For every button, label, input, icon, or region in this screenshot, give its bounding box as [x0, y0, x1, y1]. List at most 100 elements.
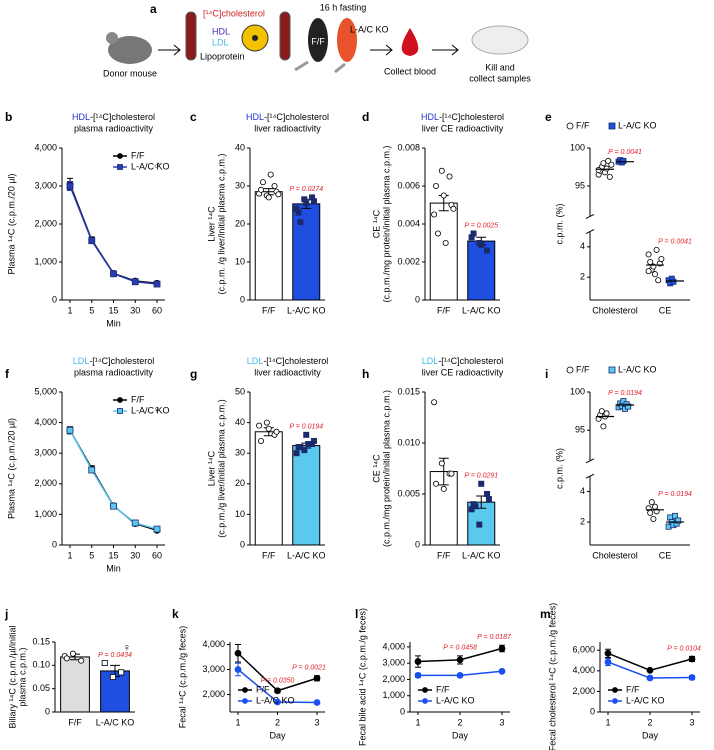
blood-label: Collect blood [384, 66, 436, 76]
p-value: P = 0.0194 [658, 491, 692, 498]
panel-label: a [150, 2, 157, 16]
y-tick-label: 2,000 [34, 478, 57, 488]
y-tick-label: 4,000 [34, 417, 57, 427]
point [604, 649, 612, 657]
y-tick-label: 95 [575, 180, 585, 190]
y-tick-label: 0.015 [397, 386, 420, 396]
series-line [69, 183, 158, 285]
point [117, 164, 123, 170]
panel-label: m [540, 607, 551, 621]
point [234, 666, 242, 673]
tracer-label: [¹⁴C]cholesterol [203, 8, 265, 18]
chart-subtitle: plasma radioactivity [74, 123, 154, 133]
y-tick-label: 5,000 [34, 386, 57, 396]
point [110, 270, 117, 278]
point [422, 698, 428, 704]
y-tick-label: 0.10 [32, 660, 50, 670]
y-tick-label: 4 [580, 241, 585, 251]
point [234, 649, 242, 657]
panel-label: e [545, 110, 552, 124]
chart-subtitle: liver CE radioactivity [422, 123, 504, 133]
y-tick-label: 0.002 [397, 256, 420, 266]
point [274, 687, 281, 695]
point [620, 398, 627, 405]
arrow [432, 44, 459, 56]
point [595, 167, 602, 174]
chart-subtitle: plasma radioactivity [74, 367, 154, 377]
chart-title: LDL-[¹⁴C]cholesterol [73, 356, 154, 366]
tube [185, 11, 197, 61]
chart-title: HDL-[¹⁴C]cholesterol [246, 112, 329, 122]
y-axis-label: Liver ¹⁴C [206, 206, 216, 242]
title: -[¹⁴C]cholesterol [438, 356, 503, 366]
x-tick-label: 30 [130, 305, 140, 315]
point [258, 186, 265, 193]
y-tick-label: 0 [52, 539, 57, 549]
panel-label: f [5, 367, 10, 381]
point [605, 157, 612, 164]
chart-title: LDL-[¹⁴C]cholesterol [247, 356, 328, 366]
y-tick-label: 4,000 [382, 641, 405, 651]
point [498, 667, 506, 675]
y-tick-label: 30 [235, 448, 245, 458]
x-tick-label: 3 [314, 717, 319, 727]
panel-label: d [362, 110, 369, 124]
x-tick-label: L-A/C KO [287, 550, 326, 560]
mouse-icon [471, 25, 529, 55]
point [606, 173, 613, 180]
point [434, 230, 441, 237]
y-tick-label: 50 [235, 386, 245, 396]
y-tick-label: 0 [415, 539, 420, 549]
y-tick-label: 0 [45, 706, 50, 716]
point [612, 698, 618, 704]
point [484, 490, 491, 497]
point [478, 241, 485, 248]
x-tick-label: 1 [67, 550, 72, 560]
title: -[¹⁴C]cholesterol [264, 112, 329, 122]
arrow [370, 44, 393, 56]
point [603, 410, 610, 417]
point [259, 179, 266, 186]
point [433, 480, 440, 487]
point [313, 699, 321, 706]
sex-symbol: ♀ [123, 642, 131, 654]
x-tick-label: 3 [689, 717, 694, 727]
point [438, 167, 445, 174]
y-axis-label: (c.p.m. /g liver/initial plasma c.p.m.) [216, 153, 226, 294]
point [131, 278, 139, 286]
point [117, 397, 123, 403]
bar [292, 445, 321, 546]
point [470, 230, 477, 237]
y-tick-label: 1,000 [34, 256, 57, 266]
point [66, 182, 74, 190]
point [653, 246, 660, 253]
legend-label: F/F [131, 150, 145, 160]
point [652, 271, 659, 278]
point [303, 200, 310, 207]
y-tick-label: 40 [235, 417, 245, 427]
panel-label: j [4, 607, 8, 621]
legend-label: F/F [436, 684, 450, 694]
point [485, 496, 492, 503]
series-line [69, 429, 158, 532]
x-tick-label: F/F [437, 305, 451, 315]
point [608, 161, 615, 168]
y-tick-label: 0 [240, 294, 245, 304]
point [472, 503, 479, 510]
x-tick-label: 60 [152, 550, 162, 560]
blood-drop [401, 28, 419, 56]
point [131, 519, 139, 527]
point [608, 366, 616, 374]
panel-label: c [190, 110, 197, 124]
axis-break [585, 213, 595, 235]
p-value: P = 0.0104 [667, 645, 701, 652]
chart-subtitle: liver radioactivity [254, 123, 321, 133]
x-tick-label: 15 [108, 305, 118, 315]
y-axis-label: (c.p.m./g liver/initial plasma c.p.m.) [216, 399, 226, 538]
y-tick-label: 100 [570, 386, 585, 396]
point [305, 441, 312, 448]
point [310, 437, 317, 444]
legend-label: L-A/C KO [436, 695, 475, 705]
point [598, 408, 605, 415]
